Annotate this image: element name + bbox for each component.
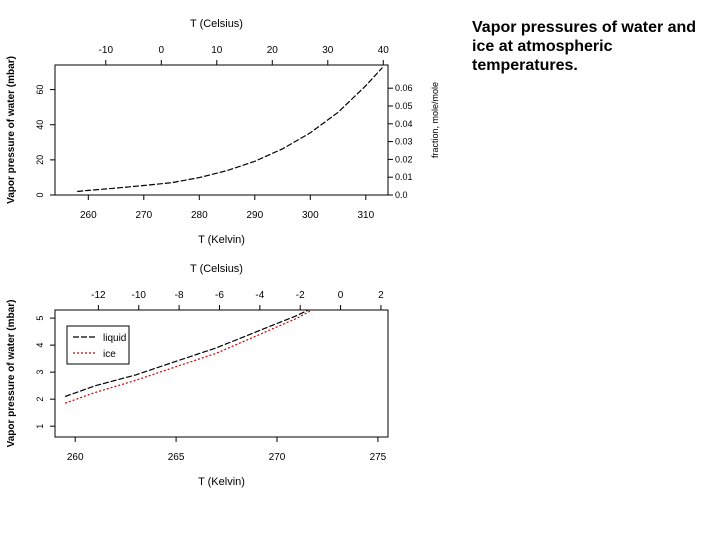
top-axis-label: T (Celsius) (190, 18, 243, 30)
top-tick-label: 30 (322, 45, 334, 56)
top-tick-label: -6 (215, 290, 224, 301)
page-title: Vapor pressures of water and ice at atmo… (472, 19, 697, 74)
x-tick-label: 270 (135, 210, 152, 221)
y-tick-label: 40 (35, 120, 45, 130)
x-tick-label: 290 (246, 210, 263, 221)
y-tick-label: 1 (35, 424, 45, 429)
x-tick-label: 270 (269, 452, 286, 463)
legend-label: ice (103, 349, 116, 360)
chart-bottom (50, 305, 389, 442)
y-tick-label: 60 (35, 85, 45, 95)
series-line-0 (64, 310, 310, 398)
top-axis-label: T (Celsius) (190, 263, 243, 275)
y-tick-label: 2 (35, 397, 45, 402)
top-tick-label: -4 (255, 290, 264, 301)
legend-label: liquid (103, 333, 126, 344)
y-tick-label: 3 (35, 370, 45, 375)
top-tick-label: -10 (132, 290, 147, 301)
plot-frame (54, 64, 389, 196)
right-tick-label: 0.01 (395, 172, 413, 182)
x-tick-label: 260 (67, 452, 84, 463)
x-axis-label: T (Kelvin) (198, 234, 245, 246)
top-tick-label: -10 (99, 45, 114, 56)
top-tick-label: 0 (338, 290, 344, 301)
top-tick-label: 20 (267, 45, 279, 56)
y-axis-label: Vapor pressure of water (mbar) (6, 300, 17, 448)
x-tick-label: 310 (357, 210, 374, 221)
y-tick-label: 0 (35, 192, 45, 197)
right-tick-label: 0.0 (395, 190, 408, 200)
legend-box (66, 325, 130, 365)
x-tick-label: 275 (370, 452, 387, 463)
right-tick-label: 0.04 (395, 119, 413, 129)
right-tick-label: 0.06 (395, 83, 413, 93)
y-tick-label: 5 (35, 316, 45, 321)
y-tick-label: 4 (35, 343, 45, 348)
right-axis-label: fraction, mole/mole (430, 82, 440, 158)
x-tick-label: 265 (168, 452, 185, 463)
x-tick-label: 260 (80, 210, 97, 221)
series-line-0 (77, 67, 383, 193)
top-tick-label: -8 (175, 290, 184, 301)
y-axis-label: Vapor pressure of water (mbar) (6, 56, 17, 204)
y-tick-label: 20 (35, 155, 45, 165)
chart-top (50, 60, 393, 200)
series-line-1 (64, 310, 314, 404)
right-tick-label: 0.03 (395, 137, 413, 147)
top-tick-label: 0 (159, 45, 165, 56)
top-tick-label: -12 (91, 290, 106, 301)
x-tick-label: 280 (191, 210, 208, 221)
top-tick-label: 10 (211, 45, 223, 56)
right-tick-label: 0.02 (395, 154, 413, 164)
top-tick-label: 40 (378, 45, 390, 56)
top-tick-label: -2 (296, 290, 305, 301)
x-tick-label: 300 (302, 210, 319, 221)
top-tick-label: 2 (378, 290, 384, 301)
x-axis-label: T (Kelvin) (198, 476, 245, 488)
plot-frame (54, 309, 389, 438)
right-tick-label: 0.05 (395, 101, 413, 111)
